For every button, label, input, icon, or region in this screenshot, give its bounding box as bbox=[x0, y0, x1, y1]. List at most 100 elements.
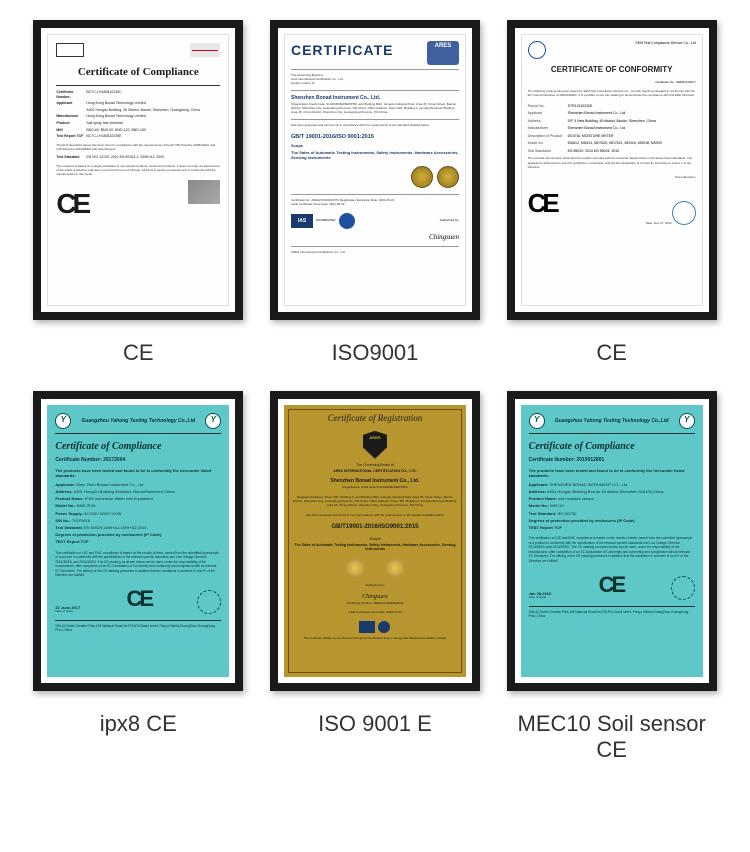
yahong-logo-icon bbox=[529, 413, 545, 429]
gold-seal-icon bbox=[385, 558, 405, 578]
sn-value: 701F0616 bbox=[72, 518, 90, 523]
cert-item-1: Certificate of Compliance Certificate Nu… bbox=[30, 20, 247, 366]
product-value: Salt spray test chamber bbox=[86, 121, 123, 126]
applicant-value: Shenzhen Bonad Instrument Co., Ltd bbox=[568, 111, 626, 116]
yahong-logo-icon bbox=[205, 413, 221, 429]
address-label: Address: bbox=[55, 489, 72, 494]
cert-mat: Guangzhou Yahong Testing Technology Co.,… bbox=[41, 399, 235, 683]
company-addr: Organization Credit Code: 91440300MA5EWP… bbox=[291, 103, 459, 115]
iaf-badge-icon bbox=[339, 213, 355, 229]
std-value: IEC 60730 bbox=[558, 511, 577, 516]
cert-title: CERTIFICATE bbox=[291, 41, 394, 59]
std-label: Test Standard: bbox=[55, 525, 83, 530]
std-label: Test Standards bbox=[528, 149, 568, 154]
std-label: Test Standard: bbox=[529, 511, 557, 516]
degrees-text: Degrees of protection provided by enclos… bbox=[55, 532, 161, 537]
service-name: SEM Test Compliance Service Co., Ltd bbox=[635, 41, 695, 59]
model-label: Model No.: bbox=[55, 503, 75, 508]
applicant-label: Applicant: bbox=[55, 482, 75, 487]
cert-frame: Certificate of Registration The Governin… bbox=[270, 391, 480, 691]
product-label: Product Name: bbox=[55, 496, 83, 501]
yahong-logo-icon bbox=[679, 413, 695, 429]
cert-title: Certificate of Registration bbox=[292, 413, 458, 425]
applicant-addr: A301 Hongdu Building, 45 District, Baoan… bbox=[86, 108, 199, 113]
ares-shield-icon bbox=[363, 431, 387, 459]
product-label: Product Name: bbox=[529, 496, 557, 501]
cert-item-4: Guangzhou Yahong Testing Technology Co.,… bbox=[30, 391, 247, 763]
certno-label: Certificate Number: bbox=[55, 457, 101, 463]
applicant-label: Applicant bbox=[528, 111, 568, 116]
ce-mark-icon: CE bbox=[599, 571, 624, 600]
issue-label: Initial Certificate Issue Date: bbox=[348, 610, 385, 614]
certno-value: SEM12110617 bbox=[676, 80, 696, 84]
model-label: M/N bbox=[56, 128, 86, 133]
model-label: Model No. bbox=[528, 141, 568, 146]
certno-value: 20172604 bbox=[103, 457, 125, 463]
footer-text: S06,A2,Dushi Creative Park,105 National … bbox=[529, 606, 695, 618]
cert-item-5: Certificate of Registration The Governin… bbox=[267, 391, 484, 763]
iso-number: GB/T19001-2016/ISO9001:2015 bbox=[292, 524, 458, 532]
cert-label: MEC10 Soil sensor CE bbox=[503, 711, 720, 763]
assessed-text: Has been assessed and found to be in acc… bbox=[292, 514, 458, 518]
body-text-1: The EUT described above has been found i… bbox=[56, 143, 220, 151]
address-value: 3/F, 5 New Building, 45 district, BaoAn,… bbox=[568, 119, 656, 124]
product-value: IPX8 Immersion Water test Equipment bbox=[85, 496, 153, 501]
desc-value: DIGITAL MOISTURE METER bbox=[568, 134, 614, 139]
cert-title: CERTIFICATE OF CONFORMITY bbox=[528, 65, 696, 75]
sn-label: S/N No.: bbox=[55, 518, 71, 523]
authorized-label: Authorized by: bbox=[292, 584, 458, 588]
mfr-label: Manufacturer bbox=[528, 126, 568, 131]
grants-text: Hereby Grants To: bbox=[291, 82, 459, 86]
cert-title: Certificate of Compliance bbox=[529, 440, 695, 453]
accredited-text: ACCREDITED bbox=[316, 219, 336, 223]
cert-frame: Guangzhou Yahong Testing Technology Co.,… bbox=[507, 391, 717, 691]
company-header: Guangzhou Yahong Testing Technology Co.,… bbox=[555, 418, 669, 425]
cert-label: CE bbox=[123, 340, 154, 366]
report-label: TEST Report TCF bbox=[529, 525, 562, 530]
address-value: A301,Hongdu Building,Bao'an 45 district,… bbox=[547, 489, 664, 494]
cert-title: Certificate of Compliance bbox=[56, 65, 220, 79]
footer-text: ARES International Certification Co., Lt… bbox=[291, 251, 459, 255]
yahong-logo-icon bbox=[55, 413, 71, 429]
cert-label: ISO 9001 E bbox=[318, 711, 432, 737]
company-addr: Registered Address: Room 301, Building A… bbox=[292, 496, 458, 508]
cert-frame: CERTIFICATE The Governing Board of Ares … bbox=[270, 20, 480, 320]
product-photo bbox=[188, 180, 220, 204]
desc-label: Description of Product bbox=[528, 134, 568, 139]
certno-label: Certificate No.: bbox=[655, 80, 675, 84]
standards-label: Test Standard bbox=[56, 155, 86, 160]
intro-para: The following product has been tested by… bbox=[528, 89, 696, 97]
intro-text: The products have been tested and found … bbox=[55, 468, 221, 478]
cert-document: Certificate of Compliance Certificate Nu… bbox=[47, 34, 229, 306]
ias-badge-icon bbox=[359, 621, 375, 633]
mfr-label: Manufacturer bbox=[56, 114, 86, 119]
issue-value: 2021-05-22 bbox=[329, 202, 344, 206]
applicant-value: SHENZHEN BONAD INTRUMENT CO., Ltd bbox=[549, 482, 627, 487]
company-name: Shenzhen Bonad Instrument Co., Ltd. bbox=[291, 95, 459, 102]
applicant-label: Applicant: bbox=[529, 482, 549, 487]
heartbeat-icon bbox=[190, 43, 220, 57]
gold-seal-icon bbox=[437, 166, 459, 188]
applicant-value: Shen Zhen Bonad Instrument Co., Ltd bbox=[76, 482, 143, 487]
scope-text: The Sales of Automatic Testing Instrumen… bbox=[291, 150, 459, 160]
date-text: Date: Nov 27, 2012 bbox=[528, 221, 696, 225]
footer-text: The Certificate Validity can be Checked … bbox=[292, 637, 458, 641]
report-label: Report No. bbox=[528, 104, 568, 109]
certno-value: 2019012801 bbox=[576, 457, 604, 463]
expiry-value: 2024-05-21 bbox=[379, 198, 394, 202]
lab-text: Test Laboratory bbox=[528, 175, 696, 179]
model-value: BND-60, BND-90, BND-120, BND-160 bbox=[86, 128, 146, 133]
certificate-grid: Certificate of Compliance Certificate Nu… bbox=[30, 20, 720, 763]
cert-item-2: CERTIFICATE The Governing Board of Ares … bbox=[267, 20, 484, 366]
certno-label: Certificate Number: bbox=[529, 457, 575, 463]
address-label: Address: bbox=[529, 489, 546, 494]
cert-frame: Certificate of Compliance Certificate Nu… bbox=[33, 20, 243, 320]
cert-mat: CERTIFICATE The Governing Board of Ares … bbox=[278, 28, 472, 312]
cert-document: SEM Test Compliance Service Co., Ltd CER… bbox=[521, 34, 703, 306]
cert-document: Guangzhou Yahong Testing Technology Co.,… bbox=[521, 405, 703, 677]
scope-label: Scope bbox=[291, 143, 459, 148]
ce-mark-icon: CE bbox=[528, 187, 696, 221]
footer-text: S06,A2,Dushi Creative Park,105 National … bbox=[55, 620, 221, 632]
model-value: MEC10 bbox=[550, 503, 563, 508]
cert-item-3: SEM Test Compliance Service Co., Ltd CER… bbox=[503, 20, 720, 366]
